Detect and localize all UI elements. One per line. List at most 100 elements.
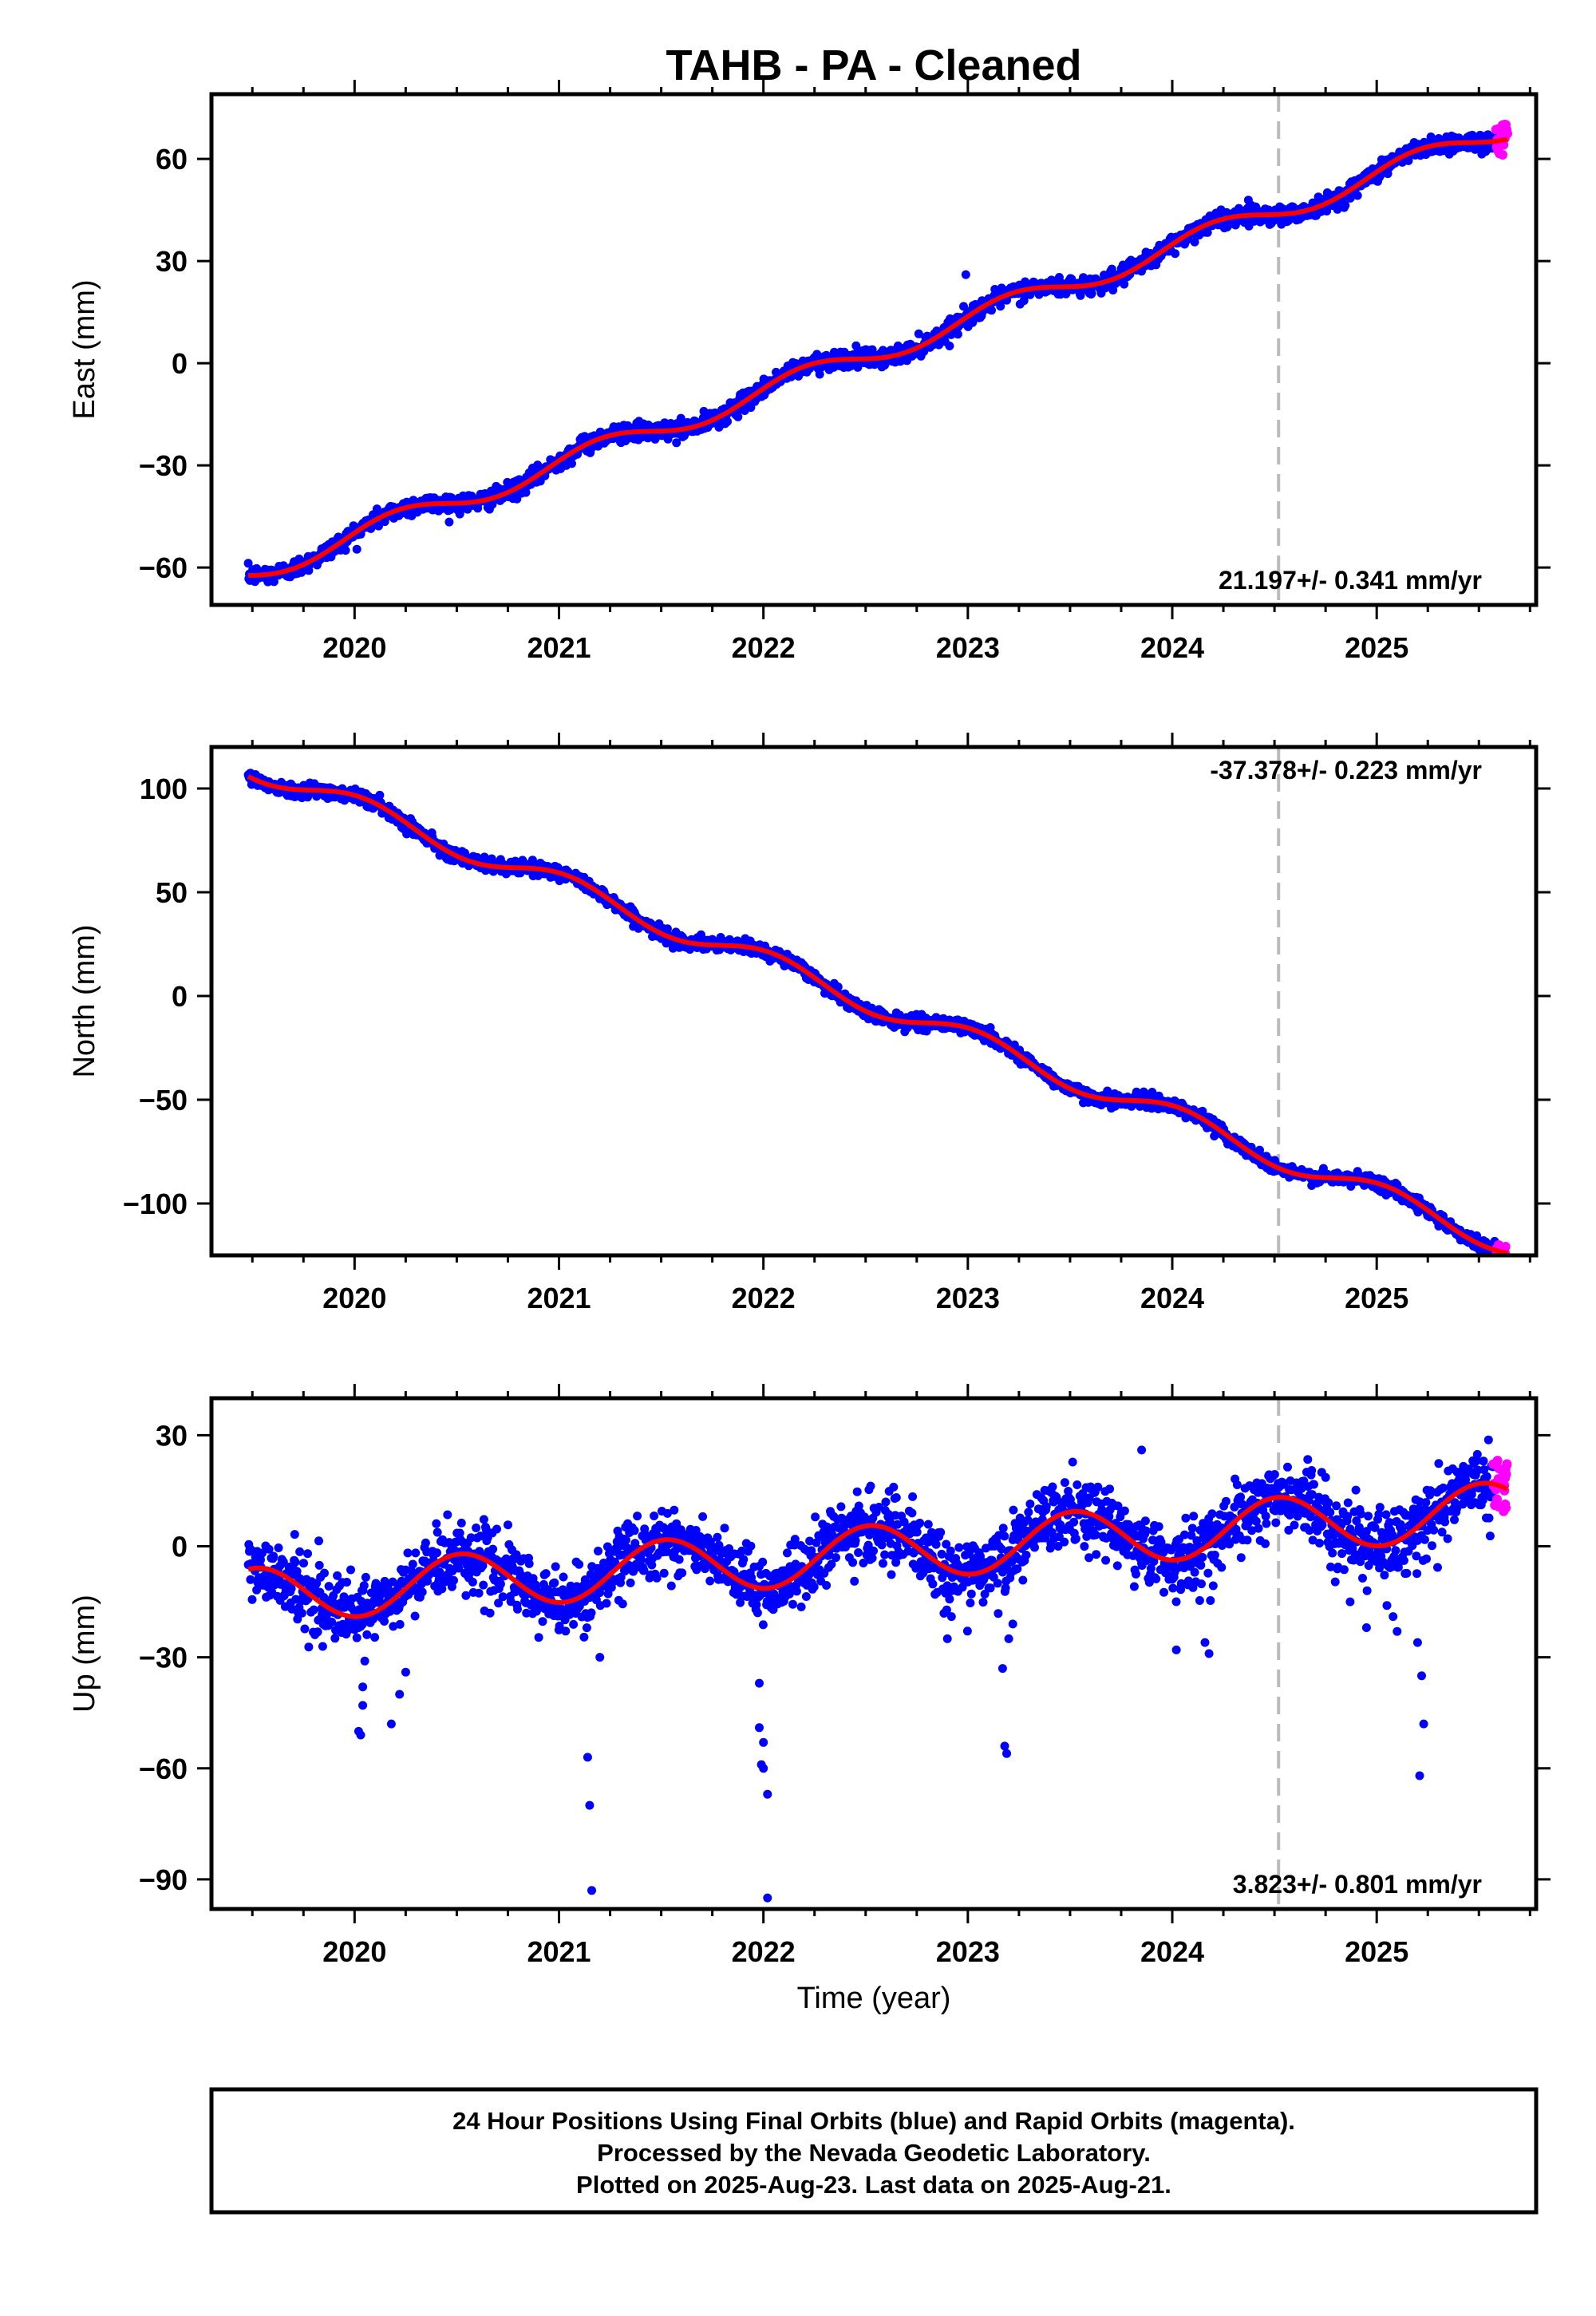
- data-point: [1203, 227, 1212, 237]
- data-point: [403, 1548, 413, 1558]
- x-tick-label: 2023: [936, 1282, 1000, 1314]
- data-point: [1120, 279, 1129, 289]
- data-point: [1171, 249, 1180, 259]
- x-tick-label: 2021: [527, 1282, 591, 1314]
- y-tick-label: 0: [172, 347, 188, 380]
- data-point: [432, 1519, 441, 1528]
- x-tick-label: 2020: [322, 631, 386, 664]
- panel-east: 2020 2021 2022 2023 2024 202560300−30−60East …: [68, 80, 1551, 664]
- data-point: [662, 924, 672, 934]
- data-point: [443, 1510, 452, 1520]
- y-axis-label: North (mm): [68, 924, 101, 1077]
- data-point: [410, 1611, 420, 1621]
- y-axis-label: East (mm): [68, 279, 101, 419]
- data-point: [243, 559, 253, 568]
- data-point: [421, 1538, 430, 1547]
- data-point: [318, 1642, 327, 1651]
- data-point: [352, 1633, 361, 1642]
- data-point: [342, 1578, 352, 1587]
- data-point: [314, 1536, 323, 1546]
- data-point: [303, 1549, 312, 1559]
- x-tick-label: 2021: [527, 631, 591, 664]
- data-point: [468, 1577, 477, 1587]
- data-point: [472, 1524, 481, 1532]
- y-tick-label: 50: [156, 876, 188, 909]
- rapid-point: [1491, 142, 1502, 152]
- data-point: [395, 1619, 405, 1629]
- data-point: [867, 345, 877, 354]
- x-tick-label: 2022: [732, 1282, 796, 1314]
- x-tick-label: 2025: [1345, 631, 1408, 664]
- plot-frame-east: [209, 92, 1539, 607]
- data-point: [567, 459, 576, 468]
- data-point: [274, 1543, 283, 1552]
- data-point: [1353, 191, 1362, 200]
- data-point: [411, 1548, 421, 1558]
- data-point: [672, 438, 681, 448]
- data-point: [479, 1515, 488, 1524]
- data-point: [492, 1524, 501, 1534]
- x-tick-label: 2022: [732, 631, 796, 664]
- data-point: [314, 1560, 324, 1570]
- data-point: [488, 1544, 498, 1554]
- data-point: [1190, 237, 1199, 247]
- data-point: [324, 1582, 334, 1591]
- rate-label-north: -37.378+/- 0.223 mm/yr: [1210, 756, 1482, 785]
- y-tick-label: 100: [140, 773, 188, 805]
- data-point: [309, 1605, 318, 1614]
- data-point: [474, 1588, 484, 1598]
- data-point: [1341, 200, 1350, 210]
- data-point: [733, 412, 743, 421]
- data-point: [833, 982, 843, 992]
- data-point: [362, 1630, 372, 1639]
- model-fit-line-east: [247, 136, 1509, 579]
- data-point: [433, 1548, 441, 1558]
- data-point: [812, 350, 822, 359]
- data-point: [299, 1559, 308, 1568]
- y-tick-label: 0: [172, 980, 188, 1013]
- x-tick-label: 2024: [1140, 1282, 1204, 1314]
- data-point: [815, 370, 824, 379]
- x-tick-label: 2025: [1345, 1282, 1408, 1314]
- data-point: [521, 488, 531, 497]
- data-point: [370, 1633, 380, 1642]
- data-point: [295, 1547, 305, 1556]
- data-point: [449, 1575, 458, 1585]
- data-point: [247, 1595, 257, 1604]
- y-tick-label: 60: [156, 143, 188, 176]
- data-point: [1235, 204, 1243, 213]
- panel-north: 2020 2021 2022 2023 2024 2025100500−50−100Nor…: [68, 733, 1551, 1314]
- y-tick-label: −50: [139, 1084, 188, 1117]
- data-point: [1087, 289, 1096, 298]
- data-point: [304, 1642, 314, 1652]
- data-point: [444, 517, 454, 527]
- data-point: [914, 329, 923, 338]
- data-point: [346, 1565, 355, 1575]
- data-point: [269, 1551, 279, 1561]
- rate-label-east: 21.197+/- 0.341 mm/yr: [1219, 566, 1482, 595]
- data-point: [313, 1627, 322, 1637]
- y-tick-label: −30: [139, 449, 188, 482]
- rapid-point: [1493, 124, 1503, 134]
- data-point: [851, 341, 861, 350]
- chart-title: TAHB - PA - Cleaned: [666, 41, 1081, 89]
- data-point: [1333, 204, 1342, 214]
- data-point: [297, 1608, 306, 1618]
- data-point: [1426, 132, 1436, 141]
- data-point: [361, 1572, 370, 1582]
- data-point: [300, 1624, 310, 1634]
- data-point: [987, 306, 996, 315]
- data-point: [352, 544, 361, 554]
- data-point: [945, 342, 954, 350]
- outlier-point: [961, 270, 970, 279]
- data-point: [456, 1518, 466, 1528]
- data-point: [290, 1557, 300, 1567]
- data-point: [417, 1587, 427, 1597]
- data-point: [485, 1608, 495, 1618]
- data-point: [953, 330, 962, 339]
- y-tick-label: −60: [139, 551, 188, 584]
- data-point: [723, 417, 732, 426]
